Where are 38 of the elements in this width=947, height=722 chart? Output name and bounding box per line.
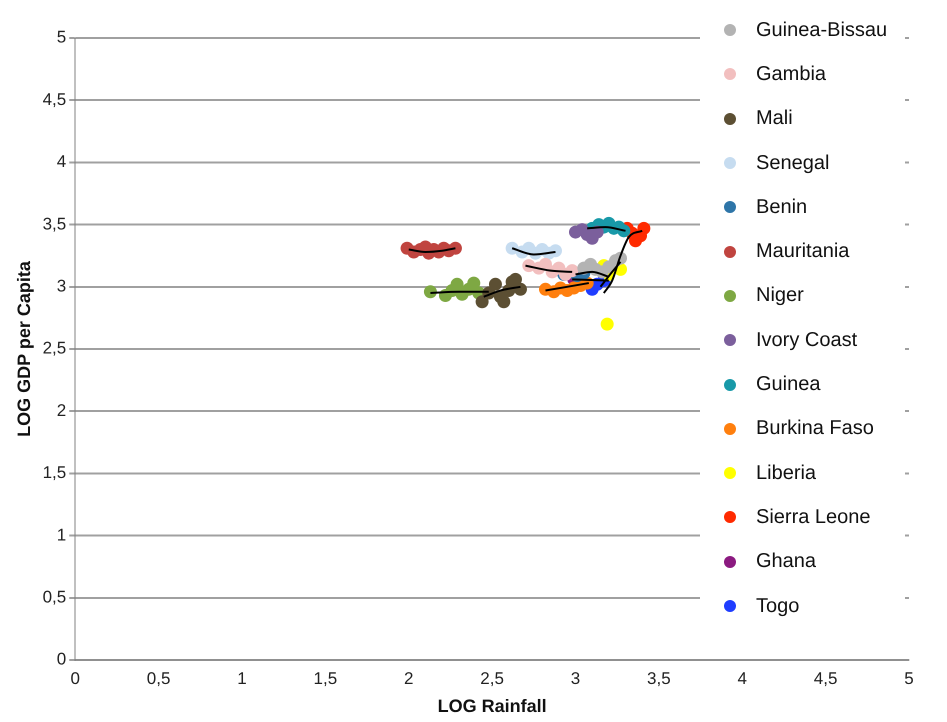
x-axis-title: LOG Rainfall bbox=[438, 696, 547, 716]
legend-label: Guinea-Bissau bbox=[756, 18, 888, 42]
x-tick-label: 2,5 bbox=[480, 668, 504, 688]
x-tick-label: 4 bbox=[738, 668, 747, 688]
x-tick-label: 0,5 bbox=[146, 668, 170, 688]
y-tick-label: 3,5 bbox=[42, 214, 66, 234]
legend-label: Niger bbox=[756, 284, 804, 308]
legend-label: Mali bbox=[756, 107, 793, 130]
legend-label: Sierra Leone bbox=[756, 506, 871, 529]
y-tick-label: 4,5 bbox=[42, 90, 66, 109]
legend-label: Gambia bbox=[756, 62, 826, 86]
x-tick-label: 1,5 bbox=[314, 668, 338, 688]
legend-label: Ivory Coast bbox=[756, 328, 858, 352]
y-tick-label: 2 bbox=[56, 400, 66, 420]
x-tick-label: 4,5 bbox=[814, 668, 838, 688]
legend-label: Ghana bbox=[756, 550, 816, 574]
legend-label: Guinea bbox=[756, 373, 820, 396]
x-tick-label: 3 bbox=[570, 668, 580, 688]
y-tick-label: 4 bbox=[56, 152, 66, 172]
y-tick-label: 2,5 bbox=[42, 338, 66, 358]
legend-label: Senegal bbox=[756, 152, 830, 175]
y-axis-title: LOG GDP per Capita bbox=[14, 260, 34, 437]
x-tick-label: 3,5 bbox=[647, 668, 671, 688]
x-tick-label: 2 bbox=[404, 668, 414, 688]
y-tick-label: 5 bbox=[56, 28, 66, 47]
x-tick-label: 5 bbox=[904, 668, 914, 688]
legend-label: Mauritania bbox=[756, 240, 850, 264]
legend-label: Benin bbox=[756, 196, 808, 219]
y-tick-label: 0,5 bbox=[42, 587, 66, 606]
y-tick-label: 3 bbox=[56, 276, 66, 296]
legend-label: Liberia bbox=[756, 462, 816, 485]
y-tick-label: 0 bbox=[56, 650, 66, 669]
y-tick-label: 1,5 bbox=[42, 463, 66, 482]
legend-label: Togo bbox=[756, 594, 800, 618]
x-tick-label: 0 bbox=[70, 668, 80, 688]
x-tick-label: 1 bbox=[237, 668, 247, 688]
y-tick-label: 1 bbox=[56, 525, 66, 544]
legend-label: Burkina Faso bbox=[756, 417, 874, 440]
